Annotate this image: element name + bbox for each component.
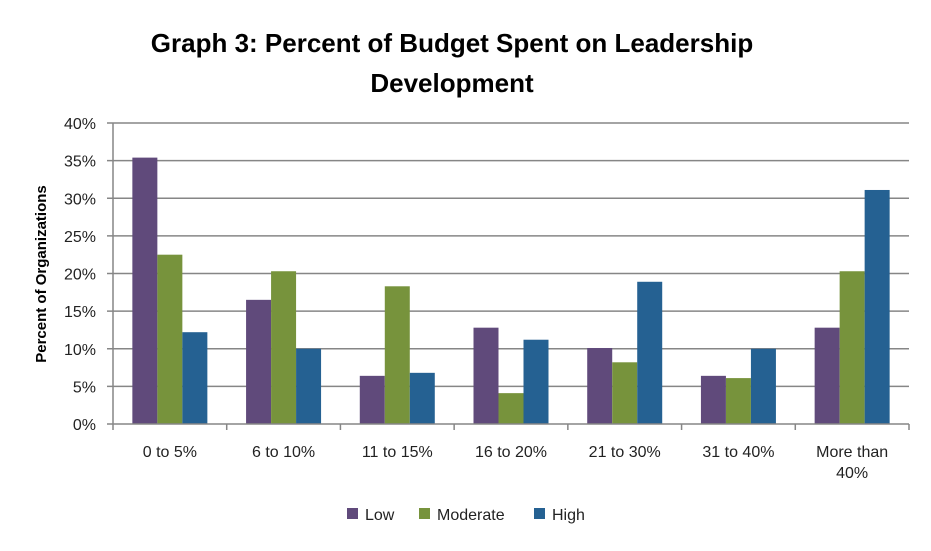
bar-low-5 [700, 375, 726, 424]
bar-high-5 [750, 348, 776, 424]
x-axis-ticks: 0 to 5% 6 to 10% 11 to 15% 16 to 20% 21 to 3… [112, 424, 910, 482]
y-tick-label: 35% [64, 154, 96, 171]
y-tick-label: 0% [73, 417, 96, 434]
axes [112, 123, 909, 425]
bar-moderate-3 [498, 393, 524, 424]
x-tick-label: 21 to 30% [589, 444, 661, 461]
bar-high-1 [296, 348, 322, 424]
bar-moderate-4 [612, 362, 638, 424]
x-tick-label: 6 to 10% [252, 444, 315, 461]
y-tick-label: 30% [64, 191, 96, 208]
bar-low-4 [587, 347, 613, 424]
bar-low-2 [359, 375, 385, 424]
gridlines [113, 122, 909, 388]
y-tick-label: 20% [64, 267, 96, 284]
y-tick-label: 15% [64, 304, 96, 321]
y-axis-label: Percent of Organizations [33, 185, 50, 363]
legend-swatch-low [347, 508, 358, 519]
bar-moderate-6 [839, 271, 865, 424]
bars [132, 157, 890, 425]
legend-label-high: High [552, 507, 585, 524]
legend-label-low: Low [365, 507, 395, 524]
x-tick-label: 11 to 15% [362, 444, 433, 461]
bar-high-3 [523, 339, 549, 424]
x-tick-label: 31 to 40% [702, 444, 774, 461]
x-tick-label: 0 to 5% [143, 444, 197, 461]
chart-title: Graph 3: Percent of Budget Spent on Lead… [151, 28, 753, 98]
bar-moderate-2 [384, 286, 410, 424]
legend-swatch-high [534, 508, 545, 519]
bar-moderate-1 [271, 271, 297, 424]
bar-moderate-0 [157, 254, 183, 424]
bar-high-6 [864, 189, 890, 424]
y-tick-label: 25% [64, 229, 96, 246]
legend: Low Moderate High [347, 507, 585, 524]
bar-low-3 [473, 327, 499, 424]
bar-low-0 [132, 157, 158, 425]
bar-high-4 [637, 281, 663, 424]
y-tick-label: 5% [73, 379, 96, 396]
chart-title-line-2: Development [370, 68, 534, 98]
x-tick-label: 16 to 20% [475, 444, 547, 461]
y-tick-label: 10% [64, 342, 96, 359]
bar-high-0 [182, 332, 208, 424]
bar-moderate-5 [725, 378, 751, 424]
bar-high-2 [409, 372, 435, 424]
y-axis-ticks: 0% 5% 10% 15% 20% 25% 30% 35% 40% [64, 116, 113, 434]
y-tick-label: 40% [64, 116, 96, 133]
chart-title-line-1: Graph 3: Percent of Budget Spent on Lead… [151, 28, 753, 58]
bar-low-6 [814, 327, 840, 424]
x-tick-label: 40% [836, 465, 868, 482]
legend-swatch-moderate [419, 508, 430, 519]
x-tick-label: More than [816, 444, 888, 461]
legend-label-moderate: Moderate [437, 507, 505, 524]
bar-low-1 [246, 299, 272, 424]
